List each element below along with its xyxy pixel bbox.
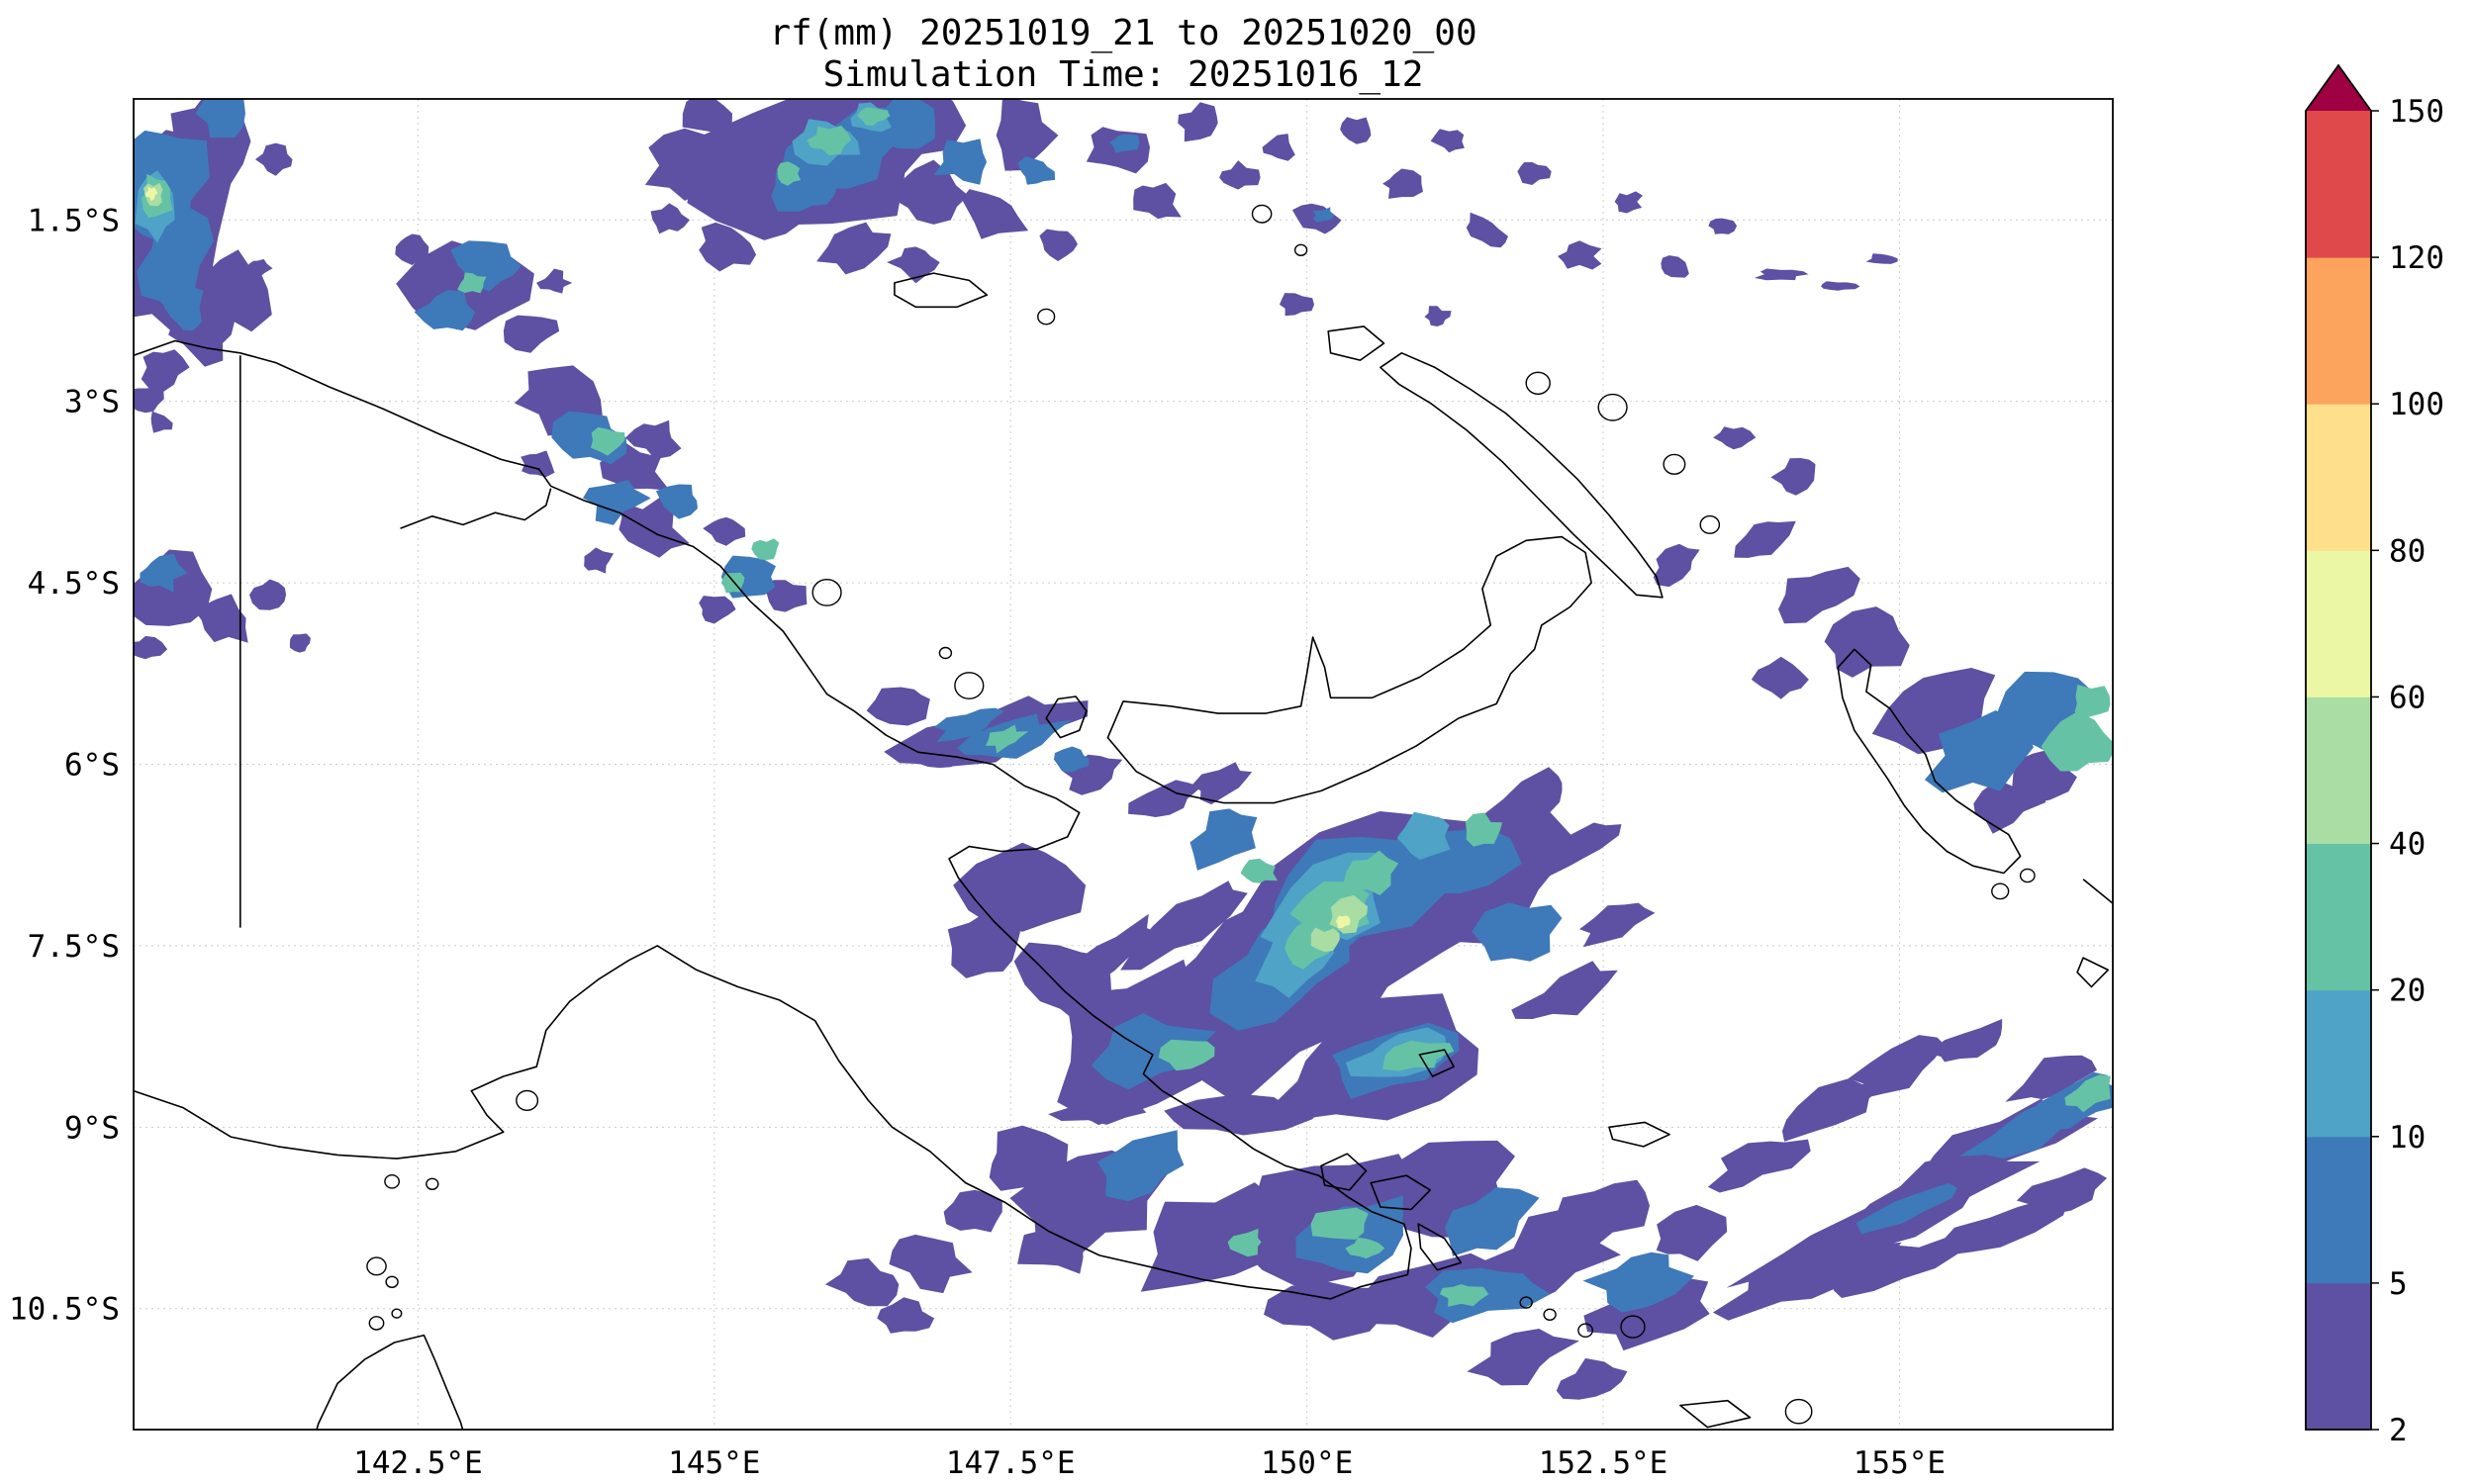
colorbar-tick-label: 100 bbox=[2389, 387, 2444, 422]
colorbar-tick-label: 80 bbox=[2389, 533, 2426, 569]
x-tick-label: 147.5°E bbox=[946, 1445, 1076, 1481]
island-dot bbox=[368, 1316, 385, 1331]
coastline-bougainville-buka bbox=[1837, 648, 2022, 875]
coastlines bbox=[134, 204, 2113, 1430]
plot-title-line1: rf(mm) 20251019_21 to 20251020_00 bbox=[769, 13, 1477, 53]
colorbar-band bbox=[2306, 989, 2371, 1138]
island-dot bbox=[385, 1275, 399, 1289]
gridlines bbox=[134, 99, 2113, 1430]
coastline-cape-york-australia bbox=[316, 1334, 464, 1430]
plot-border bbox=[133, 98, 2114, 1431]
island-dot bbox=[938, 646, 953, 660]
colorbar-band bbox=[2306, 1282, 2371, 1431]
coastline-manus bbox=[894, 272, 989, 309]
island-dot bbox=[1991, 882, 2010, 900]
colorbar-tick-label: 2 bbox=[2389, 1413, 2408, 1448]
colorbar-band bbox=[2306, 843, 2371, 991]
coastline-vella-lavella bbox=[2076, 957, 2109, 988]
axis-labels: 142.5°E 145°E 147.5°E 150°E 152.5°E 155°E 1.5°… bbox=[9, 203, 1946, 1481]
colorbar-band bbox=[2306, 696, 2371, 844]
x-tick-label: 142.5°E bbox=[353, 1445, 483, 1481]
colorbar-tick-label: 5 bbox=[2389, 1266, 2408, 1302]
plot-title-line2: Simulation Time: 20251016_12 bbox=[822, 54, 1424, 95]
x-tick-label: 155°E bbox=[1854, 1445, 1946, 1481]
island-dot bbox=[384, 1174, 400, 1189]
y-tick-label: 10.5°S bbox=[9, 1292, 120, 1328]
y-tick-label: 4.5°S bbox=[28, 566, 120, 602]
coastline-choiseul-edge bbox=[2082, 879, 2113, 904]
y-tick-label: 1.5°S bbox=[28, 203, 120, 238]
coastline-trobriand bbox=[1418, 1049, 1455, 1077]
coastline-normanby bbox=[1417, 1223, 1463, 1271]
coastline-sepik-river bbox=[400, 488, 552, 529]
y-tick-label: 7.5°S bbox=[28, 929, 120, 965]
coastline-goodenough bbox=[1320, 1153, 1368, 1191]
island-dot bbox=[2019, 868, 2036, 883]
colorbar-over-arrow bbox=[2306, 65, 2371, 111]
colorbar-band bbox=[2306, 111, 2371, 258]
island-dot bbox=[954, 672, 985, 699]
x-tick-label: 145°E bbox=[668, 1445, 760, 1481]
colorbar-band bbox=[2306, 550, 2371, 697]
coastline-new-britain bbox=[1106, 535, 1592, 804]
precip-field bbox=[134, 99, 2113, 1400]
island-dot bbox=[1597, 393, 1628, 421]
colorbar-outline bbox=[2305, 63, 2372, 1431]
island-dot bbox=[391, 1308, 403, 1319]
island-dot bbox=[1037, 308, 1056, 325]
colorbar-band bbox=[2306, 404, 2371, 551]
island-dot bbox=[516, 1089, 539, 1111]
island-dot bbox=[1543, 1308, 1557, 1322]
colorbar-tick-label: 20 bbox=[2389, 974, 2426, 1009]
y-tick-label: 3°S bbox=[64, 385, 120, 420]
coastline-new-hanover bbox=[1327, 325, 1385, 361]
colorbar-tick-label: 60 bbox=[2389, 680, 2426, 715]
colorbar: 2 5 10 20 40 60 80 100 120 150 bbox=[2305, 63, 2444, 1448]
island-dot bbox=[1699, 514, 1721, 534]
coastline-new-ireland bbox=[1380, 352, 1664, 599]
colorbar-tick-label: 40 bbox=[2389, 827, 2426, 863]
coastline-umboi bbox=[1045, 696, 1088, 739]
colorbar-band bbox=[2306, 257, 2371, 405]
x-tick-label: 152.5°E bbox=[1539, 1445, 1668, 1481]
coastline-woodlark bbox=[1608, 1121, 1670, 1148]
coastline-fergusson bbox=[1370, 1174, 1431, 1211]
island-dot bbox=[811, 579, 842, 606]
island-dot bbox=[366, 1256, 387, 1276]
island-dot bbox=[1620, 1315, 1646, 1339]
colorbar-tick-label: 120 bbox=[2389, 240, 2444, 276]
island-dot bbox=[1663, 453, 1686, 475]
coastline-new-guinea-mainland bbox=[134, 339, 1412, 1300]
island-dot bbox=[1251, 204, 1273, 224]
colorbar-tick-label: 10 bbox=[2389, 1120, 2426, 1156]
island-dot bbox=[1784, 1398, 1813, 1425]
island-dot bbox=[1293, 243, 1308, 257]
island-dot bbox=[1519, 1296, 1533, 1309]
island-dot bbox=[1525, 371, 1551, 395]
island-dot bbox=[1577, 1323, 1594, 1338]
island-dot bbox=[426, 1177, 439, 1191]
coastline-tagula bbox=[1679, 1399, 1752, 1429]
colorbar-band bbox=[2306, 1136, 2371, 1284]
y-tick-label: 9°S bbox=[64, 1110, 120, 1146]
x-tick-label: 150°E bbox=[1261, 1445, 1353, 1481]
colorbar-tick-label: 150 bbox=[2389, 94, 2444, 130]
y-tick-label: 6°S bbox=[64, 748, 120, 784]
